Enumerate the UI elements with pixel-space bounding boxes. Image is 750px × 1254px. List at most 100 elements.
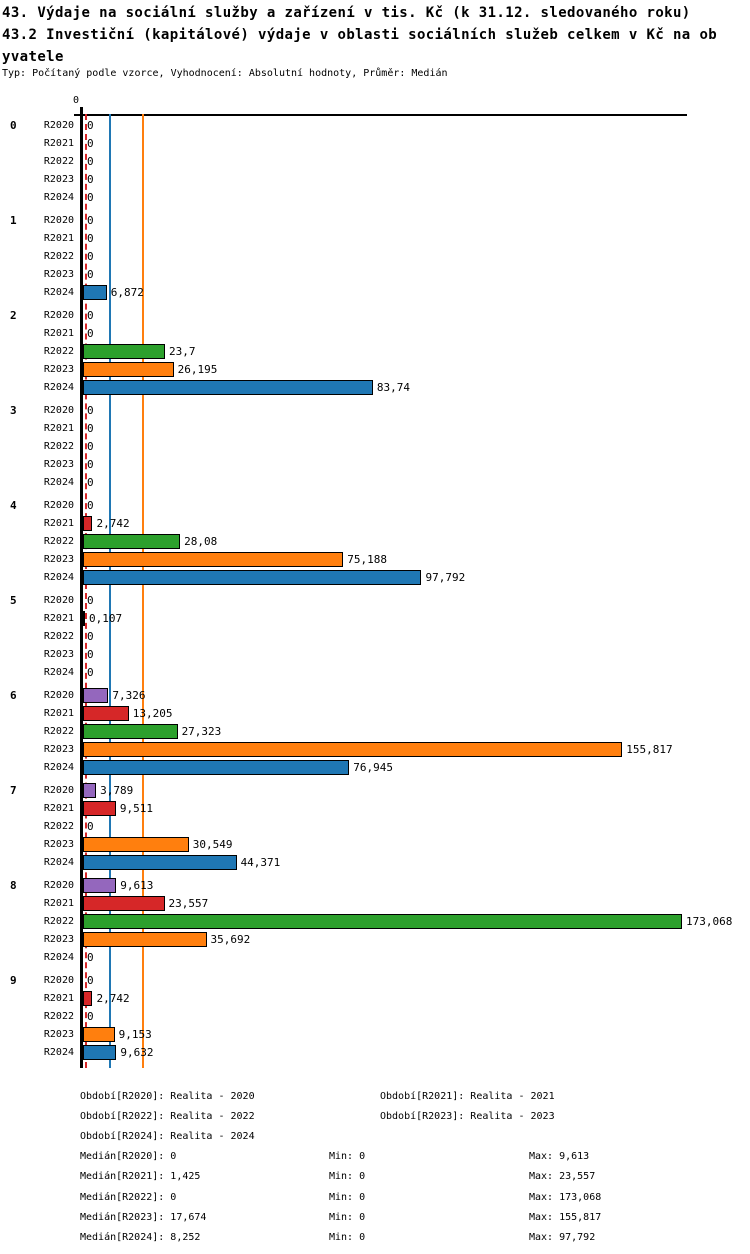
median-R2024-line (109, 114, 112, 1068)
row-series-label: R2021 (43, 707, 74, 719)
chart-row: R2021 0 (0, 419, 750, 437)
row-series-label: R2023 (43, 363, 74, 375)
row-series-label: R2022 (43, 535, 74, 547)
bar-zone: 0 (83, 229, 94, 247)
bar-zone: 0 (83, 188, 94, 206)
bar-value-label: 26,195 (177, 362, 218, 376)
bar-value-label: 0 (87, 457, 94, 471)
chart-row: R2023 35,692 (0, 930, 750, 948)
bar-value-label: 75,188 (347, 552, 387, 566)
x-axis-line (74, 114, 687, 116)
bar-group-3: 3 R2020 0 R2021 0 R2022 0 R2023 0 R2024 0 (0, 401, 750, 491)
bar-R2020 (83, 877, 117, 893)
bar-value-label: 0 (87, 593, 94, 607)
bar-value-label: 155,817 (626, 742, 673, 756)
chart-title-line-2: 43.2 Investiční (kapitálové) výdaje v ob… (2, 27, 718, 43)
group-label: 6 (10, 688, 17, 702)
bar-zone: 173,068 (83, 912, 732, 930)
bar-group-2: 2 R2020 0 R2021 0 R2022 23,7 R2023 26,195 R2024 83… (0, 306, 750, 396)
bar-R2022 (83, 533, 181, 549)
group-label: 4 (10, 498, 17, 512)
row-series-label: R2023 (43, 933, 74, 945)
row-series-label: R2022 (43, 440, 74, 452)
bar-zone: 0 (83, 1007, 94, 1025)
bar-value-label: 0 (87, 475, 94, 489)
bar-value-label: 13,205 (132, 706, 173, 720)
row-series-label: R2022 (43, 725, 74, 737)
bar-zone: 23,557 (83, 894, 208, 912)
stat-median: Medián[R2020]: 0 (80, 1151, 177, 1162)
chart-row: R2023 155,817 (0, 740, 750, 758)
stat-max: Max: 155,817 (529, 1211, 602, 1223)
row-series-label: R2021 (43, 422, 74, 434)
bar-R2021 (83, 895, 165, 911)
chart-row: R2022 0 (0, 1007, 750, 1025)
row-series-label: R2020 (43, 214, 74, 226)
bar-zone: 9,613 (83, 876, 153, 894)
row-series-label: R2020 (43, 594, 74, 606)
group-label: 9 (10, 973, 17, 987)
bar-value-label: 9,511 (119, 801, 154, 815)
chart-row: R2023 26,195 (0, 360, 750, 378)
bar-value-label: 35,692 (210, 932, 251, 946)
bar-R2020 (83, 687, 109, 703)
bar-zone: 28,08 (83, 532, 217, 550)
row-series-label: R2024 (43, 1046, 74, 1058)
bar-R2020 (83, 782, 97, 798)
bar-value-label: 28,08 (184, 534, 218, 548)
row-series-label: R2023 (43, 743, 74, 755)
chart-row: 0 R2020 0 (0, 116, 750, 134)
bar-value-label: 0 (87, 647, 94, 661)
chart-row: R2023 0 (0, 170, 750, 188)
x-axis-zero-tick-label: 0 (73, 95, 80, 106)
bar-zone: 23,7 (83, 342, 196, 360)
row-series-label: R2022 (43, 155, 74, 167)
bar-zone: 0 (83, 134, 94, 152)
stat-median: Medián[R2022]: 0 (80, 1191, 177, 1203)
bar-value-label: 0 (87, 973, 94, 987)
bar-value-label: 0 (87, 629, 94, 643)
row-series-label: R2024 (43, 191, 74, 203)
bar-R2022 (83, 723, 178, 739)
row-series-label: R2021 (43, 232, 74, 244)
chart-row: 1 R2020 0 (0, 211, 750, 229)
bar-zone: 0 (83, 948, 94, 966)
row-series-label: R2022 (43, 820, 74, 832)
row-series-label: R2022 (43, 915, 74, 927)
bar-group-9: 9 R2020 0 R2021 2,742 R2022 0 R2023 9,153 R2024 9,… (0, 971, 750, 1061)
bar-value-label: 9,153 (118, 1027, 152, 1041)
bar-group-4: 4 R2020 0 R2021 2,742 R2022 28,08 R2023 75,188 R2… (0, 496, 750, 586)
bar-value-label: 0 (87, 403, 94, 417)
bar-zone: 13,205 (83, 704, 172, 722)
row-series-label: R2021 (43, 802, 74, 814)
group-label: 0 (10, 118, 17, 132)
bar-value-label: 0 (87, 118, 94, 132)
row-series-label: R2024 (43, 286, 74, 298)
bar-value-label: 0 (87, 421, 94, 435)
bar-zone: 2,742 (83, 989, 130, 1007)
chart-row: R2023 30,549 (0, 835, 750, 853)
chart-row: R2024 9,632 (0, 1043, 750, 1061)
bar-value-label: 0 (87, 326, 94, 340)
row-series-label: R2023 (43, 268, 74, 280)
bar-zone: 0 (83, 971, 94, 989)
bar-value-label: 0 (87, 249, 94, 263)
bar-zone: 75,188 (83, 550, 387, 568)
bar-zone: 3,789 (83, 781, 133, 799)
median-R2021-line (85, 114, 88, 1068)
row-series-label: R2023 (43, 838, 74, 850)
bar-value-label: 7,326 (112, 688, 146, 702)
stat-min: Min: 0 (329, 1171, 366, 1183)
chart-row: R2022 0 (0, 627, 750, 645)
row-series-label: R2024 (43, 856, 74, 868)
bar-zone: 83,74 (83, 378, 410, 396)
bar-zone: 0 (83, 152, 94, 170)
bar-zone: 155,817 (83, 740, 673, 758)
chart-row: R2022 0 (0, 817, 750, 835)
bar-zone: 27,323 (83, 722, 221, 740)
chart-row: R2023 0 (0, 265, 750, 283)
bar-value-label: 0 (87, 308, 94, 322)
stat-max: Max: 9,613 (529, 1151, 590, 1162)
legend-item: Období[R2023]: Realita - 2023 (380, 1111, 555, 1122)
bar-value-label: 9,613 (120, 878, 154, 892)
